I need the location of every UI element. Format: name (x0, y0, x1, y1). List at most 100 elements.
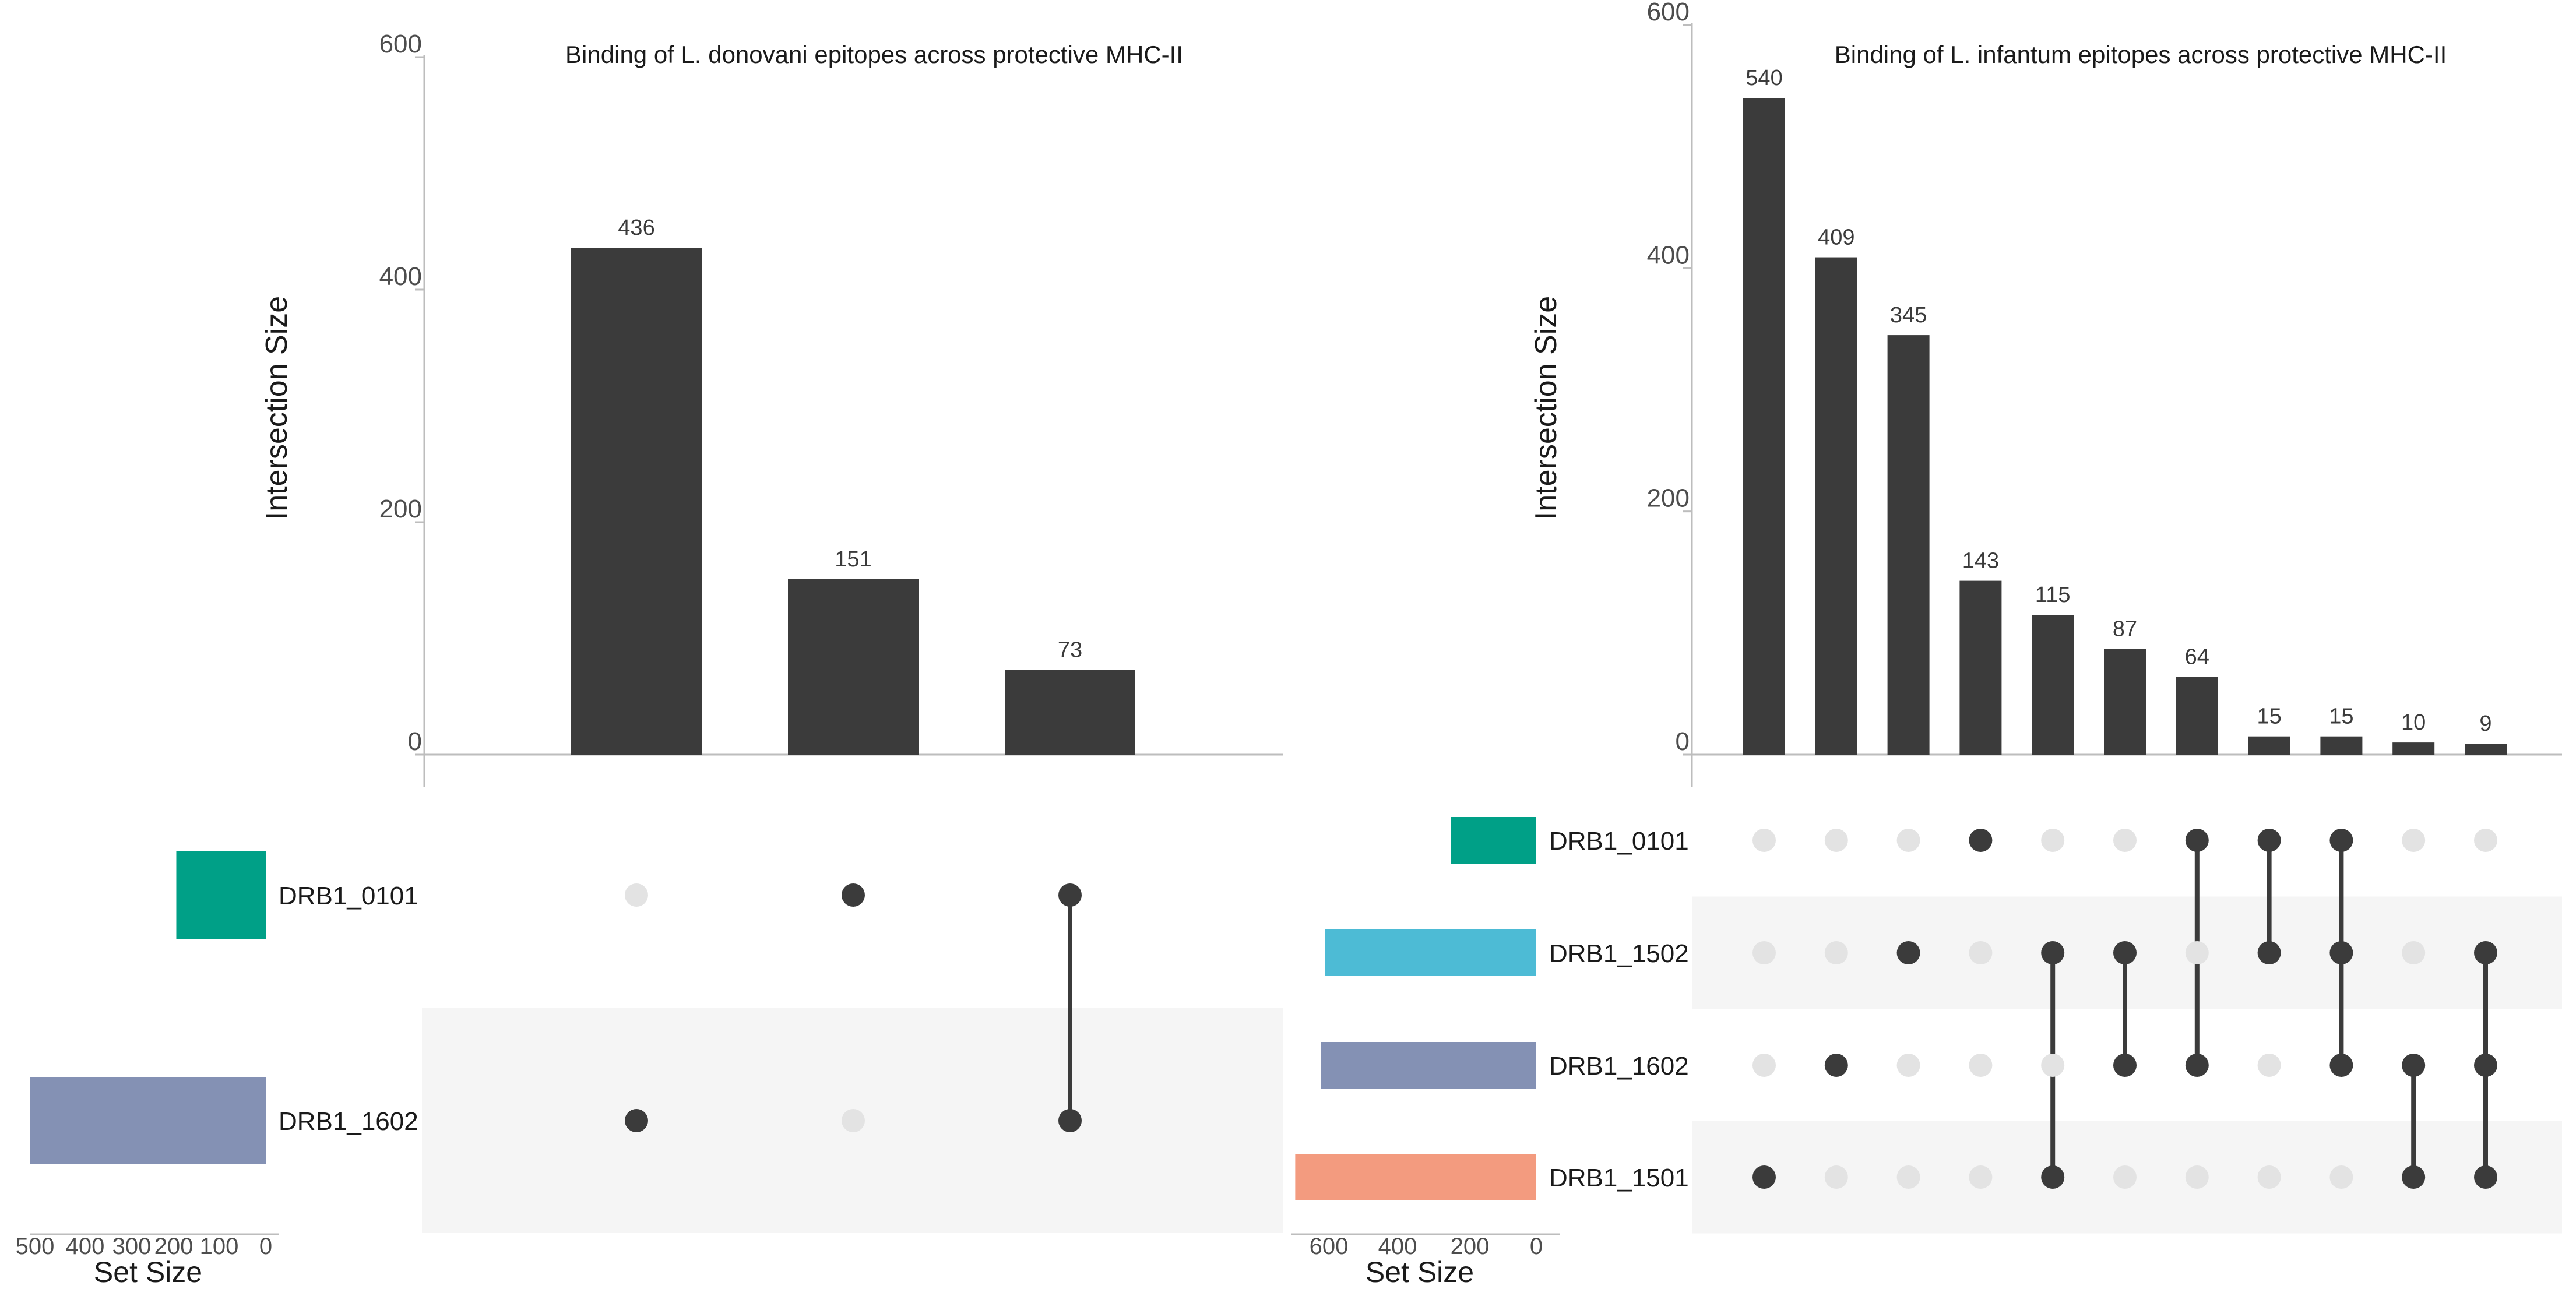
bar-value-label: 151 (835, 547, 871, 572)
matrix-dot-filled (2474, 1165, 2497, 1189)
matrix-dot-empty (842, 1109, 865, 1132)
set-size-tick-label: 300 (112, 1234, 152, 1259)
matrix-dot-empty (2113, 1165, 2137, 1189)
y-axis-label: Intersection Size (1529, 296, 1563, 520)
matrix-dot-empty (2257, 1165, 2281, 1189)
bar-value-label: 436 (618, 216, 654, 240)
matrix-dot-empty (2041, 1054, 2065, 1077)
intersection-bar (2320, 736, 2363, 755)
intersection-bar (2465, 744, 2507, 755)
set-size-bar (1321, 1042, 1536, 1089)
set-size-bar (30, 1077, 266, 1164)
matrix-dot-empty (1969, 941, 1993, 964)
bar-value-label: 15 (2329, 705, 2353, 729)
intersection-bar (1815, 257, 1857, 755)
intersection-bar (788, 579, 919, 755)
intersection-bar (571, 248, 702, 755)
matrix-dot-filled (2257, 829, 2281, 852)
matrix-dot-filled (2113, 941, 2137, 964)
intersection-bar (2176, 677, 2218, 755)
y-tick-label: 0 (1676, 727, 1690, 756)
set-size-tick-label: 200 (1451, 1234, 1490, 1259)
matrix-dot-empty (2185, 1165, 2209, 1189)
matrix-dot-filled (2474, 941, 2497, 964)
intersection-bar (1887, 335, 1930, 755)
matrix-dot-filled (2113, 1054, 2137, 1077)
chart-title: Binding of L. donovani epitopes across p… (565, 41, 1183, 68)
matrix-dot-filled (2041, 1165, 2065, 1189)
matrix-dot-filled (2185, 829, 2209, 852)
set-size-tick-label: 400 (66, 1234, 105, 1259)
chart-title: Binding of L. infantum epitopes across p… (1835, 41, 2447, 68)
intersection-bar (1959, 580, 2002, 755)
y-tick-label: 200 (1647, 484, 1690, 513)
matrix-dot-filled (1058, 883, 1082, 907)
matrix-dot-empty (2185, 941, 2209, 964)
intersection-bar (2248, 736, 2290, 755)
bar-value-label: 15 (2257, 705, 2281, 729)
matrix-dot-empty (1896, 1165, 1920, 1189)
matrix-dot-filled (1058, 1109, 1082, 1132)
matrix-dot-empty (1896, 1054, 1920, 1077)
matrix-dot-empty (1752, 829, 1776, 852)
set-size-tick-label: 0 (259, 1234, 272, 1259)
matrix-dot-empty (1969, 1054, 1993, 1077)
matrix-dot-empty (2329, 1165, 2353, 1189)
set-size-tick-label: 200 (154, 1234, 193, 1259)
matrix-dot-empty (2474, 829, 2497, 852)
matrix-dot-filled (2185, 1054, 2209, 1077)
matrix-dot-filled (625, 1109, 648, 1132)
matrix-dot-filled (2474, 1054, 2497, 1077)
matrix-dot-filled (2329, 829, 2353, 852)
set-size-tick-label: 0 (1530, 1234, 1543, 1259)
y-tick-label: 600 (1647, 0, 1690, 26)
set-size-tick-label: 500 (16, 1234, 55, 1259)
y-tick-label: 400 (1647, 241, 1690, 269)
matrix-dot-empty (2402, 941, 2426, 964)
intersection-bar (1743, 98, 1785, 755)
bar-value-label: 115 (2035, 583, 2071, 607)
set-name-label: DRB1_1602 (1549, 1052, 1689, 1080)
set-name-label: DRB1_0101 (1549, 827, 1689, 855)
matrix-dot-filled (2257, 941, 2281, 964)
bar-value-label: 10 (2401, 710, 2426, 735)
matrix-dot-empty (1896, 829, 1920, 852)
y-tick-label: 600 (379, 30, 422, 58)
y-axis-label: Intersection Size (260, 296, 294, 520)
matrix-dot-filled (2402, 1054, 2426, 1077)
bar-value-label: 73 (1058, 638, 1082, 662)
upset-panel-1: 0 200 400 600 Binding of L. donovani epitope… (16, 30, 1283, 1288)
upset-panel-2: 0 200 400 600 Binding of L. infantum epitope… (1291, 0, 2562, 1288)
matrix-dot-empty (2402, 829, 2426, 852)
matrix-dot-empty (2257, 1054, 2281, 1077)
matrix-dot-filled (1896, 941, 1920, 964)
intersection-bar (2104, 649, 2146, 755)
set-size-tick-label: 600 (1310, 1234, 1349, 1259)
matrix-dot-empty (1824, 829, 1848, 852)
set-name-label: DRB1_1502 (1549, 939, 1689, 968)
matrix-dot-empty (625, 883, 648, 907)
set-name-label: DRB1_0101 (279, 882, 418, 910)
matrix-dot-filled (2329, 941, 2353, 964)
set-name-label: DRB1_1602 (279, 1107, 418, 1136)
bar-value-label: 64 (2185, 645, 2209, 669)
bar-value-label: 143 (1962, 549, 1999, 573)
matrix-dot-filled (2329, 1054, 2353, 1077)
matrix-dot-empty (2041, 829, 2065, 852)
matrix-dot-empty (1969, 1165, 1993, 1189)
matrix-dot-empty (1824, 941, 1848, 964)
set-name-label: DRB1_1501 (1549, 1164, 1689, 1192)
y-tick-label: 0 (408, 727, 422, 756)
matrix-dot-empty (1824, 1165, 1848, 1189)
set-size-bar (176, 851, 266, 939)
matrix-dot-empty (1752, 941, 1776, 964)
set-size-tick-label: 400 (1378, 1234, 1417, 1259)
bar-value-label: 345 (1890, 303, 1927, 328)
matrix-dot-empty (1752, 1054, 1776, 1077)
intersection-bar (1005, 670, 1135, 755)
matrix-dot-filled (1824, 1054, 1848, 1077)
set-size-bar (1295, 1154, 1536, 1200)
set-size-tick-label: 100 (200, 1234, 239, 1259)
matrix-dot-filled (2402, 1165, 2426, 1189)
